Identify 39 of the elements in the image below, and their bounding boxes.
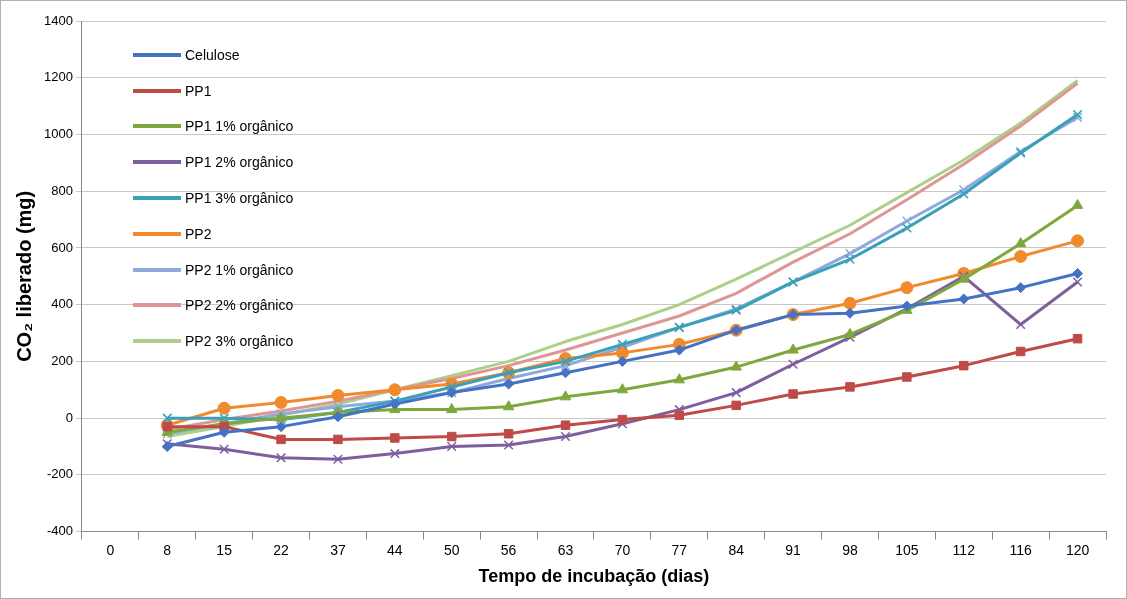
y-tick-label: 800 (51, 182, 73, 198)
y-axis-title: CO₂ liberado (mg) (12, 190, 35, 362)
x-tick-label: 37 (330, 541, 346, 558)
x-tick-label: 63 (557, 541, 574, 558)
x-tick-label: 112 (952, 541, 976, 558)
x-tick-label: 77 (671, 541, 688, 558)
legend-label: PP2 3% orgânico (185, 333, 294, 350)
legend-label: PP2 (185, 225, 212, 242)
y-tick-label: -400 (46, 523, 73, 539)
x-tick-label: 44 (387, 541, 403, 558)
x-tick-label: 91 (785, 541, 802, 558)
x-tick-label: 98 (842, 541, 858, 558)
legend-label: PP1 1% orgânico (185, 118, 294, 135)
legend-label: PP2 2% orgânico (185, 297, 294, 314)
x-tick-label: 50 (443, 541, 460, 558)
legend-label: PP1 2% orgânico (185, 154, 294, 171)
x-tick-label: 0 (106, 541, 115, 558)
y-tick-label: -200 (46, 466, 73, 482)
x-tick-label: 15 (216, 541, 233, 558)
legend-label: PP2 1% orgânico (185, 261, 294, 278)
x-tick-label: 105 (895, 541, 919, 558)
x-tick-label: 70 (614, 541, 631, 558)
legend-label: PP1 (185, 82, 212, 99)
x-tick-label: 8 (163, 541, 172, 558)
y-tick-label: 200 (51, 352, 73, 368)
x-tick-label: 120 (1065, 541, 1090, 558)
legend-label: PP1 3% orgânico (185, 190, 294, 207)
y-tick-label: 1000 (44, 126, 73, 142)
x-tick-label: 22 (273, 541, 290, 558)
x-tick-label: 84 (728, 541, 745, 558)
y-tick-label: 1200 (44, 69, 73, 85)
y-tick-label: 400 (51, 296, 73, 312)
x-axis-title: Tempo de incubação (dias) (478, 566, 710, 587)
y-tick-label: 1400 (44, 12, 73, 28)
legend-label: Celulose (185, 46, 240, 63)
x-tick-label: 56 (500, 541, 517, 558)
x-tick-label: 116 (1009, 541, 1033, 558)
y-tick-label: 0 (65, 409, 73, 425)
y-tick-label: 600 (51, 239, 73, 255)
